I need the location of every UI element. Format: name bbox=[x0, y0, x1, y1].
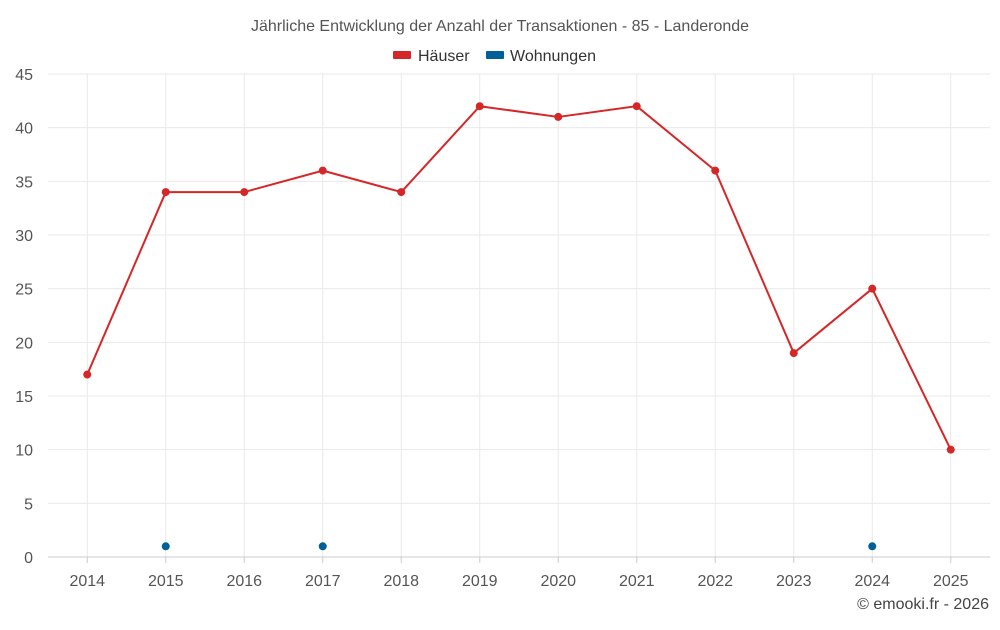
y-tick-label: 35 bbox=[15, 174, 33, 191]
credit-text: © emooki.fr - 2026 bbox=[857, 596, 989, 613]
y-tick-label: 40 bbox=[15, 121, 33, 138]
chart-title: Jährliche Entwicklung der Anzahl der Tra… bbox=[251, 18, 749, 35]
x-tick-label: 2017 bbox=[305, 573, 341, 590]
y-tick-label: 45 bbox=[15, 67, 33, 84]
x-tick-label: 2018 bbox=[383, 573, 419, 590]
legend-item-haeuser[interactable]: Häuser bbox=[393, 48, 470, 65]
x-tick-label: 2021 bbox=[619, 573, 655, 590]
y-tick-label: 15 bbox=[15, 389, 33, 406]
data-point-haeuser-2016[interactable] bbox=[240, 188, 249, 197]
x-tick-label: 2015 bbox=[148, 573, 184, 590]
data-point-wohnungen-2024[interactable] bbox=[868, 542, 877, 551]
y-tick-label: 20 bbox=[15, 335, 33, 352]
x-tick-label: 2020 bbox=[540, 573, 576, 590]
data-point-haeuser-2024[interactable] bbox=[868, 284, 877, 293]
x-tick-label: 2016 bbox=[226, 573, 262, 590]
data-point-haeuser-2015[interactable] bbox=[161, 188, 170, 197]
data-point-wohnungen-2015[interactable] bbox=[161, 542, 170, 551]
y-tick-label: 30 bbox=[15, 228, 33, 245]
series-haeuser bbox=[83, 102, 955, 454]
legend-label-wohnungen: Wohnungen bbox=[510, 48, 596, 65]
legend-label-haeuser: Häuser bbox=[418, 48, 470, 65]
data-point-haeuser-2014[interactable] bbox=[83, 370, 92, 379]
grid bbox=[48, 73, 990, 557]
y-axis: 0 5 10 15 20 25 30 35 40 45 bbox=[15, 67, 33, 567]
y-tick-label: 0 bbox=[24, 550, 33, 567]
series-layer bbox=[83, 102, 955, 551]
x-tick-label: 2019 bbox=[462, 573, 498, 590]
legend: Häuser Wohnungen bbox=[393, 48, 596, 65]
legend-swatch-wohnungen bbox=[486, 51, 504, 59]
x-tick-label: 2024 bbox=[854, 573, 890, 590]
x-tick-label: 2022 bbox=[697, 573, 733, 590]
data-point-wohnungen-2017[interactable] bbox=[318, 542, 327, 551]
data-point-haeuser-2023[interactable] bbox=[789, 349, 798, 358]
y-tick-label: 10 bbox=[15, 443, 33, 460]
legend-swatch-haeuser bbox=[393, 51, 411, 59]
series-wohnungen bbox=[161, 542, 877, 551]
y-tick-label: 5 bbox=[24, 496, 33, 513]
legend-item-wohnungen[interactable]: Wohnungen bbox=[486, 48, 596, 65]
x-tick-label: 2023 bbox=[776, 573, 812, 590]
data-point-haeuser-2021[interactable] bbox=[632, 102, 641, 111]
data-point-haeuser-2020[interactable] bbox=[554, 112, 563, 121]
y-tick-label: 25 bbox=[15, 282, 33, 299]
x-tick-label: 2014 bbox=[69, 573, 105, 590]
series-line-haeuser bbox=[86, 105, 952, 451]
x-axis: 2014 2015 2016 2017 2018 2019 2020 2021 2022 2023… bbox=[48, 556, 990, 590]
data-point-haeuser-2019[interactable] bbox=[475, 102, 484, 111]
data-point-haeuser-2018[interactable] bbox=[397, 188, 406, 197]
x-tick-label: 2025 bbox=[933, 573, 969, 590]
data-point-haeuser-2025[interactable] bbox=[946, 445, 955, 454]
data-point-haeuser-2022[interactable] bbox=[711, 166, 720, 175]
data-point-haeuser-2017[interactable] bbox=[318, 166, 327, 175]
